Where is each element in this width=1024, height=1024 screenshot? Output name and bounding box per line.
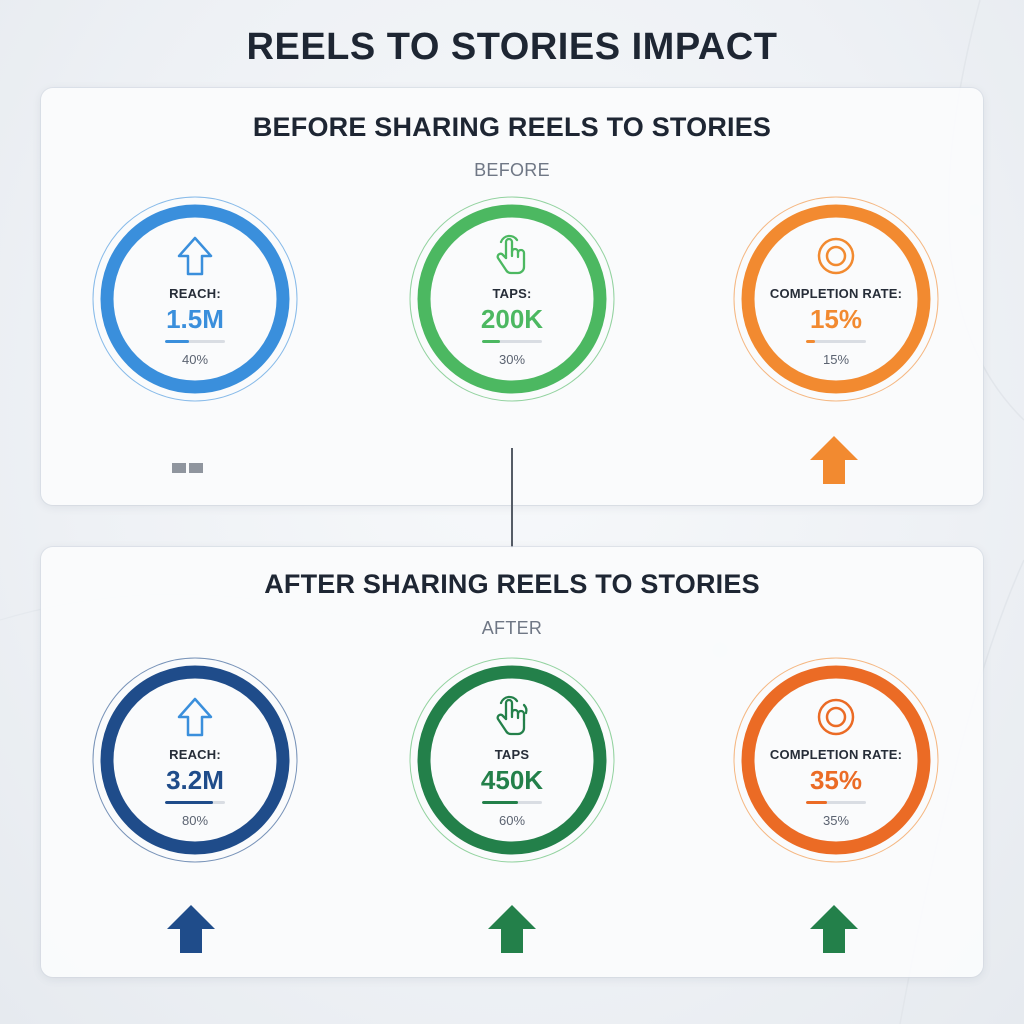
after-heading: AFTER SHARING REELS TO STORIES [264, 569, 760, 599]
arrow-up-icon [810, 436, 858, 484]
target-icon [817, 698, 855, 736]
completion-percent: 35% [822, 813, 850, 828]
reach-progress-fill [165, 340, 189, 343]
taps-progress-fill [482, 340, 500, 343]
completion-value: 35% [809, 765, 863, 795]
page-title: REELS TO STORIES IMPACT [246, 26, 778, 68]
connector-line [511, 448, 513, 548]
reach-progress-track [165, 801, 225, 804]
hand-tap-icon [496, 695, 528, 736]
reach-percent: 80% [181, 813, 209, 828]
taps-progress-track [482, 340, 542, 343]
completion-label: COMPLETION RATE: [769, 747, 903, 762]
completion-progress-track [806, 340, 866, 343]
taps-progress-track [482, 801, 542, 804]
reach-progress-fill [165, 801, 213, 804]
reach-value: 3.2M [166, 765, 224, 795]
before-heading: BEFORE SHARING REELS TO STORIES [252, 112, 772, 142]
completion-label: COMPLETION RATE: [769, 286, 903, 301]
arrow-up-outline-icon [177, 697, 213, 737]
arrow-up-icon [810, 905, 858, 953]
reach-label: REACH: [169, 747, 221, 762]
completion-ring [733, 657, 939, 863]
arrow-up-icon [488, 905, 536, 953]
taps-progress-fill [482, 801, 518, 804]
target-icon [817, 237, 855, 275]
taps-percent: 60% [498, 813, 526, 828]
reach-ring [92, 196, 298, 402]
taps-value: 450K [480, 765, 544, 795]
metric-completion-before: COMPLETION RATE: 15% 15% [731, 194, 941, 404]
metric-reach-after: REACH: 3.2M 80% [90, 655, 300, 865]
reach-progress-track [165, 340, 225, 343]
taps-percent: 30% [498, 352, 526, 367]
completion-progress-track [806, 801, 866, 804]
before-tag: BEFORE [474, 160, 550, 180]
hand-tap-icon [496, 234, 526, 275]
taps-label: TAPS [494, 747, 530, 762]
arrow-up-outline-icon [177, 236, 213, 276]
metric-taps-after: TAPS 450K 60% [407, 655, 617, 865]
completion-percent: 15% [822, 352, 850, 367]
completion-ring [733, 196, 939, 402]
after-tag: AFTER [481, 618, 543, 638]
completion-value: 15% [809, 304, 863, 334]
taps-ring [409, 196, 615, 402]
completion-progress-fill [806, 340, 815, 343]
squares-icon [172, 460, 208, 474]
taps-ring [409, 657, 615, 863]
after-panel: AFTER SHARING REELS TO STORIES AFTER REA… [41, 547, 983, 977]
reach-label: REACH: [169, 286, 221, 301]
metric-completion-after: COMPLETION RATE: 35% 35% [731, 655, 941, 865]
reach-ring [92, 657, 298, 863]
reach-percent: 40% [181, 352, 209, 367]
metric-reach-before: REACH: 1.5M 40% [90, 194, 300, 404]
taps-value: 200K [480, 304, 544, 334]
taps-label: TAPS: [492, 286, 532, 301]
arrow-up-icon [167, 905, 215, 953]
metric-taps-before: TAPS: 200K 30% [407, 194, 617, 404]
reach-value: 1.5M [166, 304, 224, 334]
completion-progress-fill [806, 801, 827, 804]
before-panel: BEFORE SHARING REELS TO STORIES BEFORE R… [41, 88, 983, 505]
